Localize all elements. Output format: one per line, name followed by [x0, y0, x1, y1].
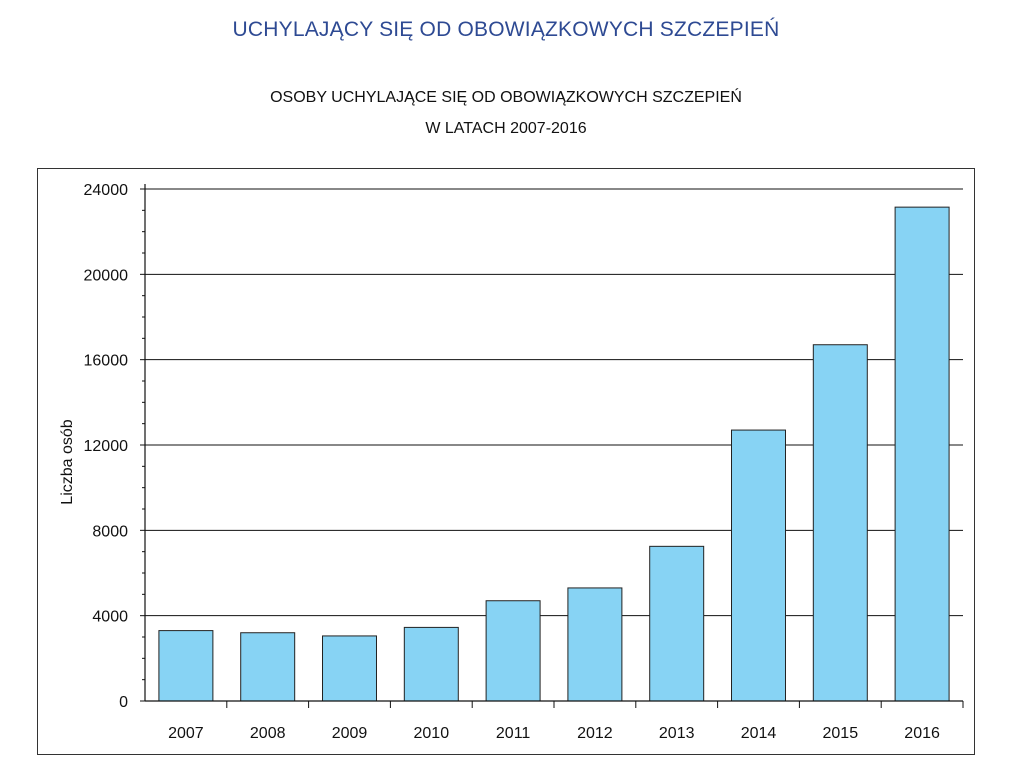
- bar-2013: [649, 545, 705, 702]
- x-tick-label: 2010: [414, 725, 450, 742]
- bar-2015: [812, 344, 868, 702]
- bar-2014: [731, 429, 786, 702]
- x-tick-label: 2016: [904, 725, 940, 742]
- bar-2010: [403, 626, 459, 702]
- chart-subtitle: W LATACH 2007-2016: [425, 120, 587, 137]
- bar-2009: [322, 635, 377, 702]
- x-tick-label: 2015: [823, 725, 859, 742]
- tick-labels: 0 4000 8000 12000 16000 20000 24000 2007 2008 200…: [84, 182, 940, 742]
- y-axis-title: Liczba osób: [59, 419, 76, 504]
- x-tick-label: 2008: [250, 725, 286, 742]
- chart-frame: [37, 168, 975, 755]
- x-tick-label: 2014: [741, 725, 777, 742]
- bars: [158, 206, 950, 702]
- axes: [140, 184, 964, 708]
- x-tick-label: 2009: [332, 725, 368, 742]
- y-tick-label: 4000: [92, 609, 128, 626]
- bar-2007: [158, 630, 214, 702]
- x-tick-label: 2013: [659, 725, 695, 742]
- bar-2012: [567, 587, 623, 702]
- y-tick-label: 8000: [92, 523, 128, 540]
- y-tick-label: 16000: [84, 353, 129, 370]
- x-tick-label: 2007: [168, 725, 204, 742]
- y-tick-label: 24000: [84, 182, 129, 199]
- bar-2008: [240, 632, 296, 702]
- x-tick-label: 2011: [496, 725, 531, 742]
- chart-title: OSOBY UCHYLAJĄCE SIĘ OD OBOWIĄZKOWYCH SZ…: [270, 89, 742, 106]
- x-tick-label: 2012: [577, 725, 613, 742]
- bar-2016: [894, 206, 950, 702]
- y-tick-label: 0: [119, 694, 128, 711]
- y-tick-label: 20000: [84, 267, 129, 284]
- bar-2011: [485, 600, 541, 702]
- y-tick-label: 12000: [84, 438, 129, 455]
- page-title: UCHYLAJĄCY SIĘ OD OBOWIĄZKOWYCH SZCZEPIE…: [232, 18, 780, 41]
